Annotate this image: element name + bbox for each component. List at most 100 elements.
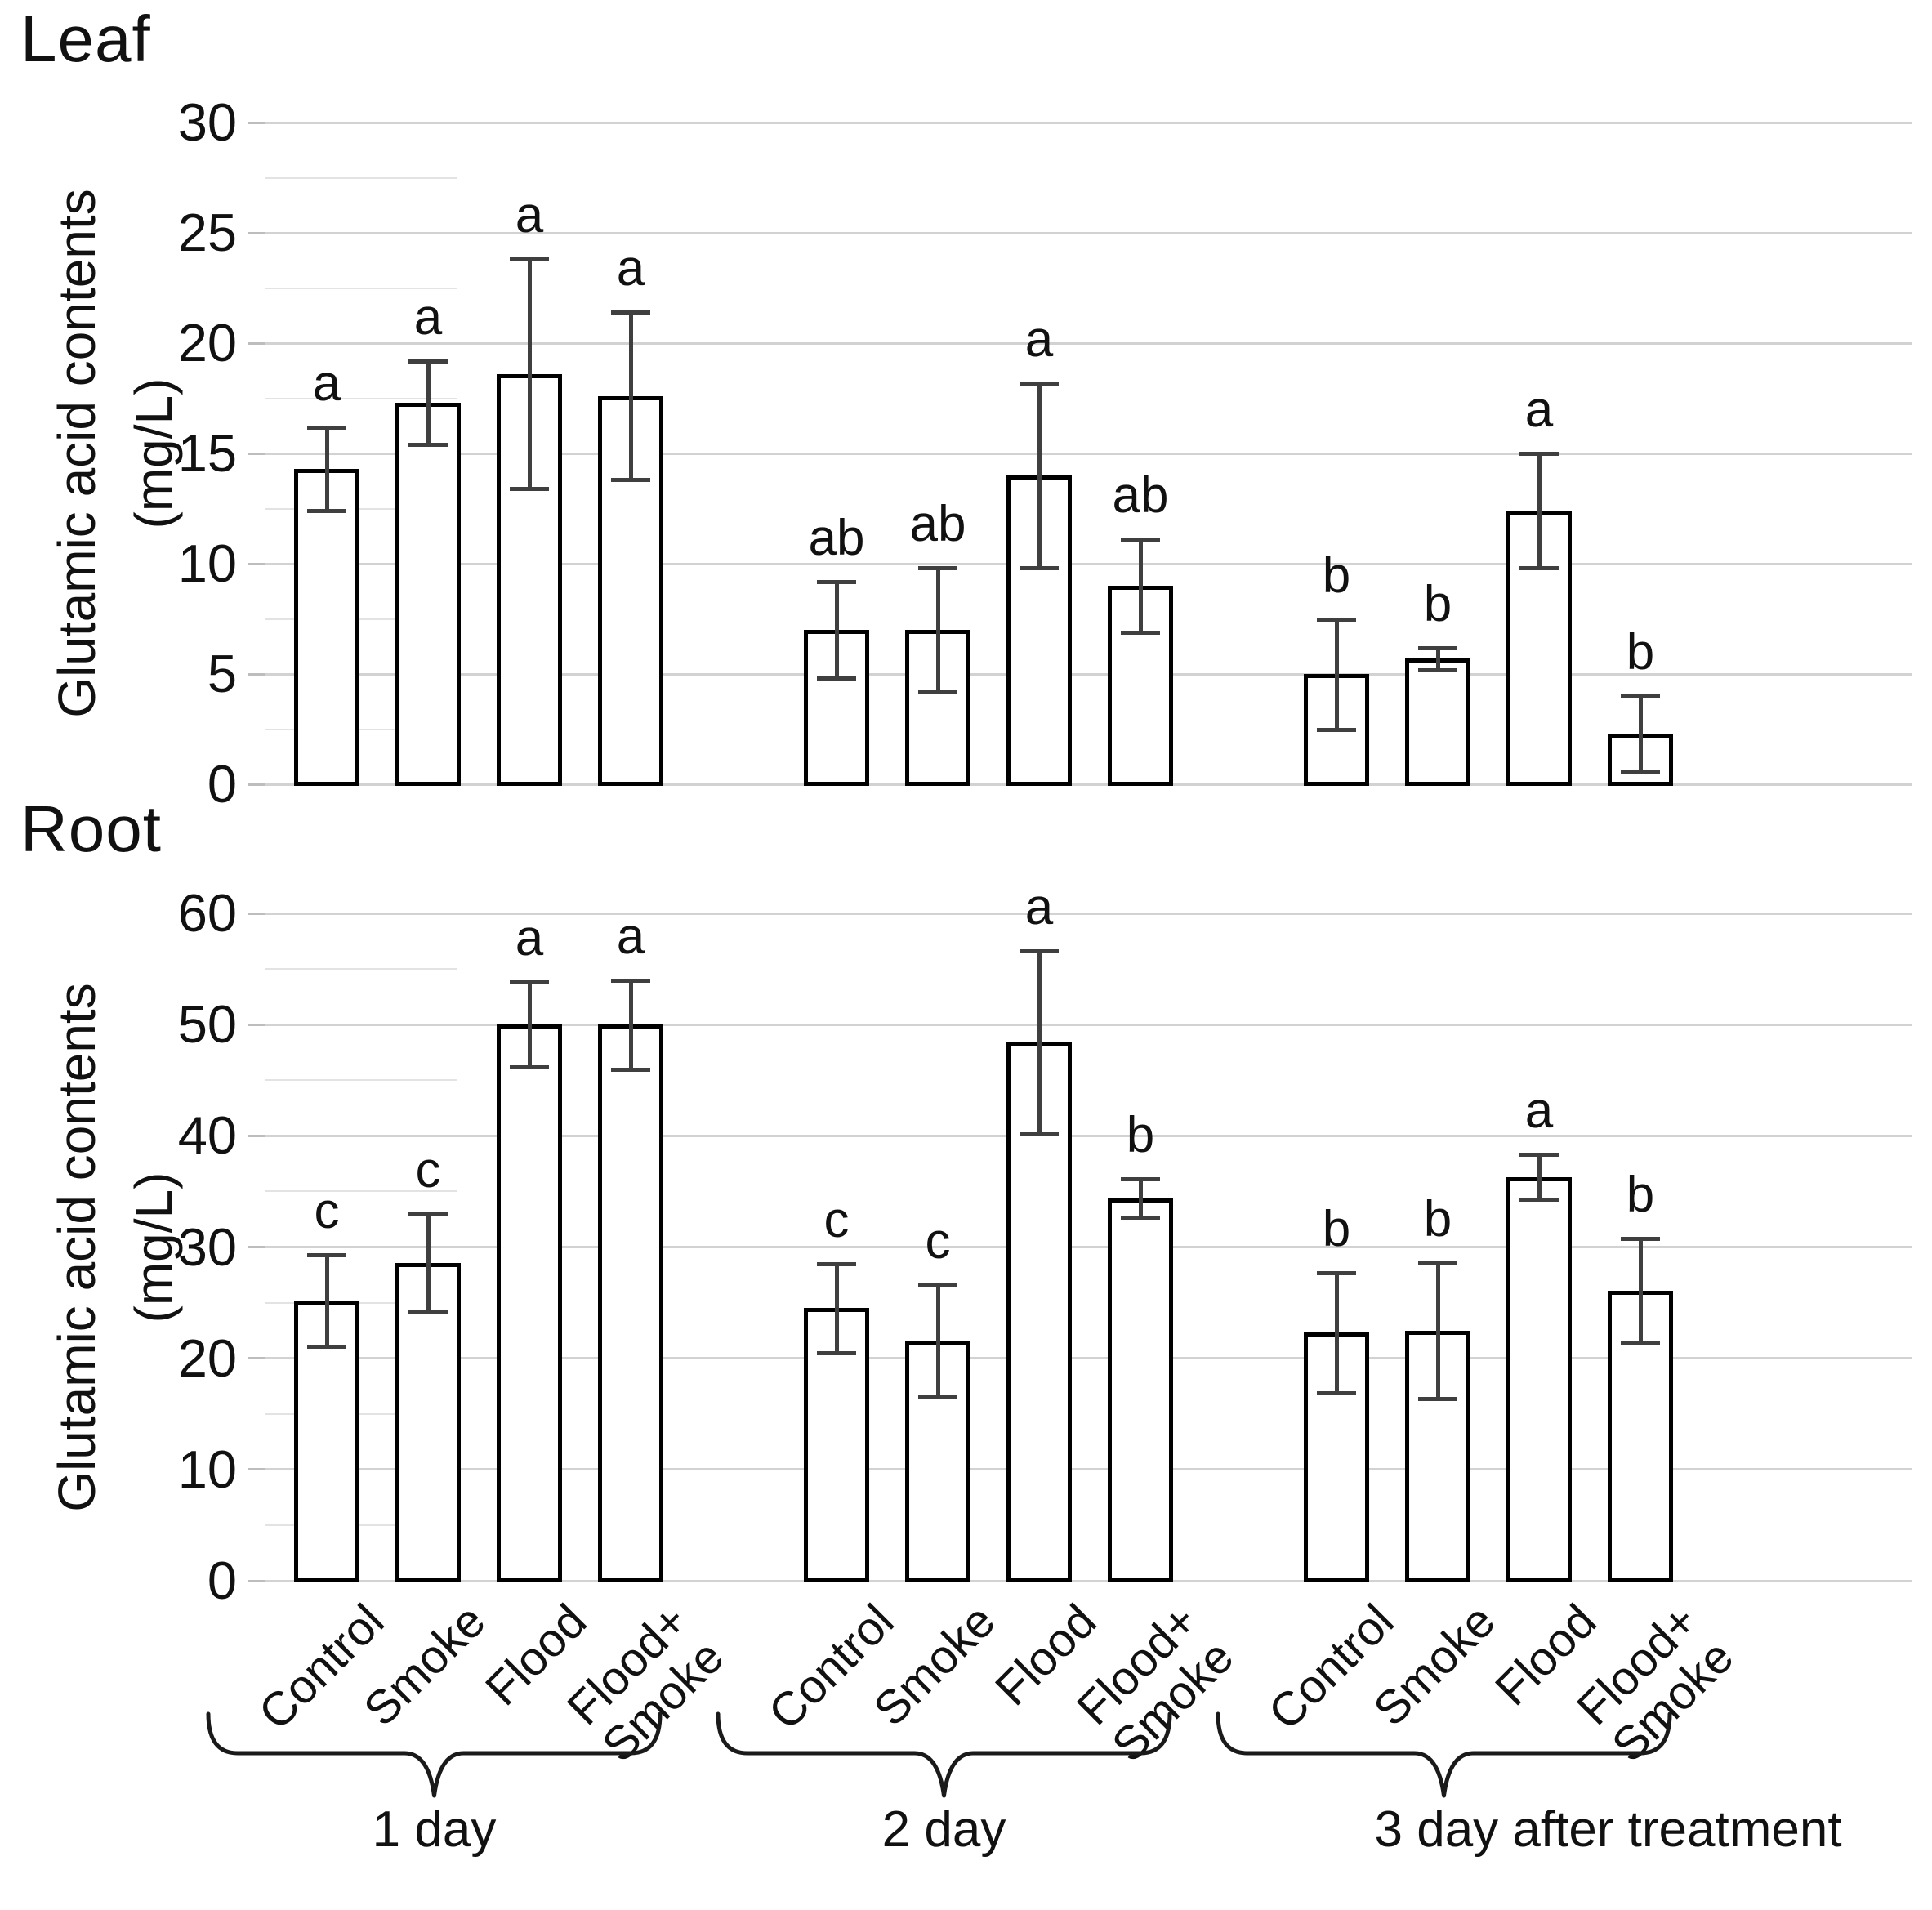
error-bar-cap-top — [1418, 646, 1457, 650]
error-bar-cap-top — [510, 980, 549, 984]
error-bar — [1335, 619, 1339, 730]
error-bar-cap-top — [611, 310, 650, 315]
error-bar — [835, 582, 839, 679]
error-bar-cap-bottom — [307, 1345, 346, 1349]
y-axis-tick — [248, 673, 265, 676]
error-bar — [325, 427, 329, 511]
error-bar — [1037, 951, 1042, 1133]
y-tick-label: 40 — [57, 1105, 237, 1166]
error-bar-cap-bottom — [611, 1068, 650, 1072]
significance-letter: a — [363, 289, 493, 346]
y-tick-label: 0 — [57, 754, 237, 814]
bar-root-2d-floodsmoke — [1108, 1198, 1173, 1582]
minor-gridline — [265, 177, 457, 179]
significance-letter: b — [1372, 1191, 1503, 1248]
error-bar-cap-top — [1317, 618, 1356, 622]
error-bar-cap-top — [1519, 452, 1559, 456]
error-bar — [1139, 539, 1143, 631]
y-axis-tick — [248, 1246, 265, 1248]
bar-leaf-1d-smoke — [395, 403, 461, 786]
y-tick-label: 30 — [57, 1217, 237, 1278]
significance-letter: b — [1575, 624, 1706, 681]
y-axis-tick — [248, 1135, 265, 1137]
significance-letter: c — [872, 1213, 1003, 1270]
error-bar — [1537, 1154, 1542, 1198]
minor-gridline — [265, 968, 457, 970]
error-bar — [426, 1214, 431, 1312]
significance-letter: a — [261, 355, 392, 413]
y-axis-tick — [248, 232, 265, 234]
error-bar-cap-bottom — [817, 676, 856, 681]
error-bar-cap-top — [1519, 1153, 1559, 1157]
error-bar-cap-top — [1020, 382, 1059, 386]
error-bar-cap-top — [408, 1212, 448, 1216]
y-tick-label: 60 — [57, 883, 237, 944]
y-tick-label: 20 — [57, 313, 237, 373]
error-bar-cap-top — [918, 1283, 957, 1287]
error-bar-cap-top — [817, 580, 856, 584]
significance-letter: a — [1474, 1082, 1604, 1140]
error-bar — [528, 259, 532, 489]
y-tick-label: 20 — [57, 1328, 237, 1389]
error-bar-cap-bottom — [1418, 668, 1457, 672]
y-axis-tick — [248, 342, 265, 345]
y-axis-tick — [248, 783, 265, 786]
error-bar-cap-top — [307, 426, 346, 430]
error-bar-cap-top — [1020, 949, 1059, 953]
error-bar — [426, 361, 431, 445]
y-tick-label: 10 — [57, 1439, 237, 1500]
gridline — [265, 122, 1912, 124]
error-bar-cap-top — [1121, 1177, 1160, 1181]
error-bar-cap-bottom — [611, 478, 650, 482]
significance-letter: b — [1575, 1167, 1706, 1224]
y-axis-tick — [248, 563, 265, 565]
error-bar-cap-top — [1121, 538, 1160, 542]
significance-letter: a — [464, 187, 595, 244]
error-bar-cap-bottom — [1621, 1341, 1660, 1345]
bar-root-1d-floodsmoke — [598, 1024, 663, 1582]
y-axis-tick — [248, 1468, 265, 1470]
y-axis-tick — [248, 453, 265, 455]
y-tick-label: 10 — [57, 533, 237, 594]
significance-letter: a — [1474, 382, 1604, 439]
significance-letter: a — [565, 908, 696, 966]
error-bar-cap-top — [817, 1262, 856, 1266]
error-bar-cap-bottom — [1317, 1391, 1356, 1395]
group-label: 2 day — [691, 1797, 1198, 1863]
error-bar — [325, 1255, 329, 1346]
error-bar-cap-bottom — [1020, 566, 1059, 570]
bar-leaf-1d-control — [294, 469, 359, 786]
y-tick-label: 0 — [57, 1551, 237, 1611]
error-bar-cap-bottom — [510, 487, 549, 491]
error-bar — [1436, 1263, 1440, 1399]
error-bar — [1335, 1273, 1339, 1393]
y-axis-tick — [248, 1024, 265, 1026]
error-bar-cap-bottom — [1519, 566, 1559, 570]
error-bar — [835, 1264, 839, 1353]
error-bar-cap-bottom — [1519, 1198, 1559, 1202]
y-tick-label: 15 — [57, 423, 237, 484]
error-bar-cap-bottom — [408, 1310, 448, 1314]
error-bar — [1037, 383, 1042, 569]
bar-root-1d-flood — [497, 1024, 562, 1582]
y-axis-tick — [248, 122, 265, 124]
error-bar-cap-bottom — [1317, 728, 1356, 732]
error-bar-cap-bottom — [1121, 1216, 1160, 1220]
error-bar-cap-top — [918, 566, 957, 570]
error-bar-cap-top — [611, 979, 650, 983]
error-bar-cap-bottom — [408, 443, 448, 447]
significance-letter: a — [565, 240, 696, 297]
significance-letter: c — [363, 1142, 493, 1199]
error-bar-cap-top — [510, 257, 549, 261]
significance-letter: a — [974, 311, 1104, 368]
error-bar — [528, 982, 532, 1066]
error-bar — [1639, 696, 1643, 771]
error-bar — [1139, 1179, 1143, 1216]
error-bar-cap-bottom — [1418, 1397, 1457, 1401]
y-axis-tick — [248, 1580, 265, 1582]
error-bar-cap-top — [1418, 1261, 1457, 1265]
error-bar-cap-bottom — [1621, 770, 1660, 774]
error-bar-cap-bottom — [918, 1395, 957, 1399]
y-tick-label: 25 — [57, 203, 237, 263]
